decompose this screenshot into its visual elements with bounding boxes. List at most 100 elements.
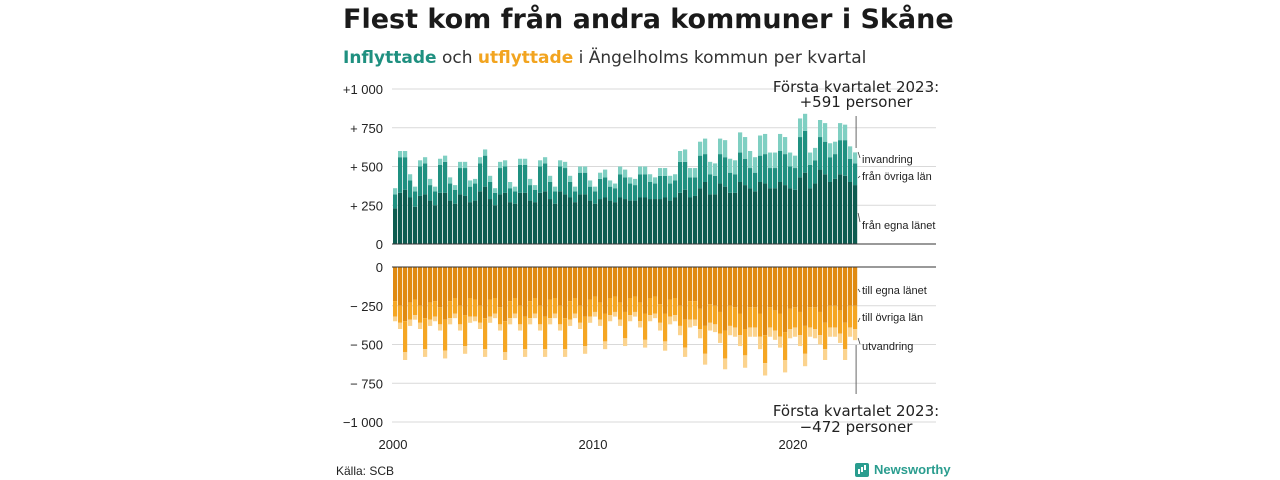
series-label-tick bbox=[857, 288, 861, 293]
bar-in-segment bbox=[638, 197, 643, 244]
bar-in-segment bbox=[568, 182, 573, 198]
bar-in-segment bbox=[393, 188, 398, 195]
bar-out-segment bbox=[748, 267, 753, 308]
bar-in-segment bbox=[588, 180, 593, 187]
bar-in-segment bbox=[673, 180, 678, 198]
bar-out-segment bbox=[538, 267, 543, 306]
series-label-tick bbox=[857, 175, 861, 179]
bar-in-segment bbox=[778, 133, 783, 151]
bar-in-segment bbox=[663, 175, 668, 198]
bar-in-segment bbox=[633, 185, 638, 201]
bar-in-segment bbox=[838, 174, 843, 244]
bar-out-segment bbox=[848, 267, 853, 306]
bar-in-segment bbox=[838, 140, 843, 175]
bar-out-segment bbox=[708, 267, 713, 305]
bar-in-segment bbox=[468, 180, 473, 187]
bar-out-segment bbox=[653, 296, 658, 314]
bar-out-segment bbox=[568, 301, 573, 320]
series-label-out: till övriga län bbox=[862, 312, 923, 324]
bar-out-segment bbox=[638, 267, 643, 303]
bar-out-segment bbox=[613, 311, 618, 317]
bar-in-segment bbox=[598, 172, 603, 179]
bar-out-segment bbox=[533, 313, 538, 319]
bar-out-segment bbox=[613, 267, 618, 297]
bar-in-segment bbox=[783, 185, 788, 244]
series-label-tick bbox=[857, 337, 861, 345]
bar-out-segment bbox=[788, 267, 793, 309]
y-tick-label-out: −1 000 bbox=[343, 415, 383, 430]
bar-in-segment bbox=[428, 178, 433, 186]
bar-in-segment bbox=[478, 163, 483, 192]
bar-in-segment bbox=[823, 174, 828, 244]
series-label-out: till egna länet bbox=[862, 285, 927, 297]
bar-out-segment bbox=[528, 318, 533, 325]
bar-out-segment bbox=[658, 304, 663, 323]
bar-out-segment bbox=[703, 353, 708, 365]
bar-in-segment bbox=[683, 161, 688, 190]
bar-in-segment bbox=[578, 194, 583, 244]
annotation-bottom-line2: −472 personer bbox=[800, 418, 914, 436]
bar-out-segment bbox=[633, 296, 638, 312]
bar-out-segment bbox=[823, 267, 828, 323]
bar-in-segment bbox=[608, 186, 613, 201]
bar-in-segment bbox=[728, 192, 733, 244]
bar-out-segment bbox=[543, 316, 548, 350]
bar-out-segment bbox=[488, 299, 493, 317]
bar-in-segment bbox=[753, 172, 758, 192]
bar-in-segment bbox=[613, 188, 618, 203]
bar-out-segment bbox=[623, 267, 628, 312]
bar-in-segment bbox=[653, 177, 658, 184]
bar-out-segment bbox=[663, 341, 668, 351]
bar-out-segment bbox=[673, 315, 678, 322]
bar-out-segment bbox=[423, 318, 428, 350]
bar-in-segment bbox=[803, 113, 808, 131]
bar-out-segment bbox=[408, 267, 413, 303]
bar-in-segment bbox=[533, 189, 538, 203]
bar-in-segment bbox=[718, 154, 723, 184]
bar-out-segment bbox=[593, 296, 598, 312]
bar-out-segment bbox=[713, 305, 718, 325]
bar-out-segment bbox=[823, 322, 828, 350]
bar-in-segment bbox=[448, 183, 453, 201]
bar-out-segment bbox=[678, 325, 683, 336]
bar-out-segment bbox=[838, 310, 843, 334]
bar-out-segment bbox=[818, 267, 823, 312]
bar-out-segment bbox=[693, 319, 698, 326]
bar-in-segment bbox=[518, 164, 523, 193]
bar-in-segment bbox=[508, 202, 513, 244]
bar-out-segment bbox=[808, 267, 813, 308]
bar-out-segment bbox=[428, 302, 433, 320]
bar-in-segment bbox=[573, 186, 578, 192]
bar-out-segment bbox=[458, 305, 463, 325]
bar-out-segment bbox=[723, 358, 728, 370]
bar-out-segment bbox=[748, 327, 753, 337]
bar-in-segment bbox=[543, 157, 548, 164]
bar-out-segment bbox=[518, 267, 523, 306]
bar-in-segment bbox=[558, 160, 563, 167]
x-tick-label: 2020 bbox=[779, 437, 808, 452]
bar-in-segment bbox=[663, 197, 668, 244]
bar-out-segment bbox=[718, 333, 723, 343]
bar-in-segment bbox=[663, 168, 668, 176]
bar-in-segment bbox=[668, 183, 673, 201]
bar-out-segment bbox=[743, 355, 748, 368]
bar-out-segment bbox=[688, 267, 693, 302]
bar-in-segment bbox=[688, 168, 693, 178]
bar-out-segment bbox=[493, 267, 498, 298]
bar-out-segment bbox=[698, 329, 703, 339]
bar-out-segment bbox=[768, 267, 773, 308]
series-label-in: från övriga län bbox=[862, 171, 932, 183]
bar-in-segment bbox=[583, 166, 588, 173]
bar-in-segment bbox=[568, 197, 573, 244]
bar-out-segment bbox=[813, 267, 818, 308]
bar-out-segment bbox=[533, 267, 538, 298]
bar-in-segment bbox=[423, 157, 428, 164]
bar-in-segment bbox=[713, 163, 718, 176]
bar-out-segment bbox=[493, 298, 498, 314]
bar-in-segment bbox=[643, 197, 648, 244]
bar-out-segment bbox=[793, 267, 798, 308]
bar-out-segment bbox=[818, 311, 823, 336]
bar-out-segment bbox=[758, 267, 763, 314]
bar-out-segment bbox=[843, 349, 848, 360]
bar-in-segment bbox=[748, 168, 753, 189]
